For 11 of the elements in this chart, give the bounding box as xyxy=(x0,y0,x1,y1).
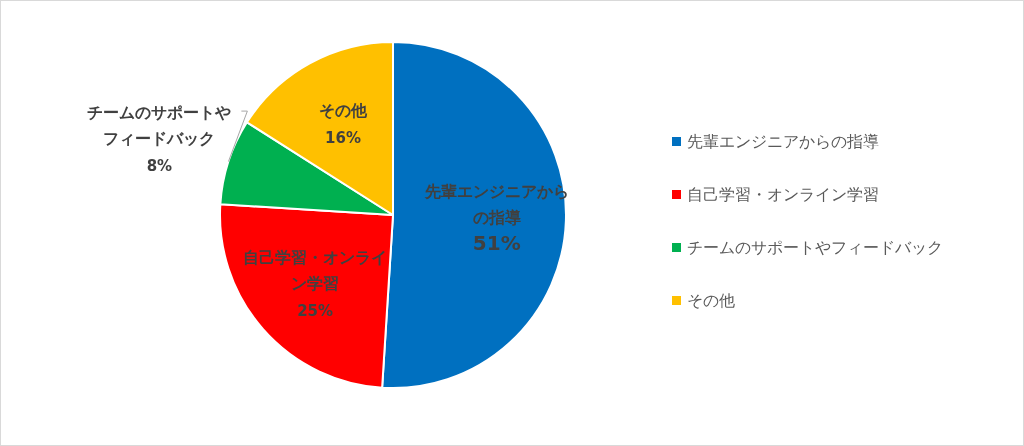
legend-label: チームのサポートやフィードバック xyxy=(687,238,943,257)
legend-label: 先輩エンジニアからの指導 xyxy=(687,132,879,151)
data-label: 25% xyxy=(297,301,334,320)
data-label: 51% xyxy=(472,231,521,256)
slice-label: 自己学習・オンライン学習 xyxy=(242,246,389,295)
data-label: 8% xyxy=(146,157,173,176)
data-label: 16% xyxy=(325,129,361,148)
slice-label: チームのサポートやフィードバック xyxy=(86,102,233,151)
slice-label: その他 xyxy=(318,100,368,123)
legend-label: 自己学習・オンライン学習 xyxy=(687,185,879,204)
legend-label: その他 xyxy=(687,291,735,310)
